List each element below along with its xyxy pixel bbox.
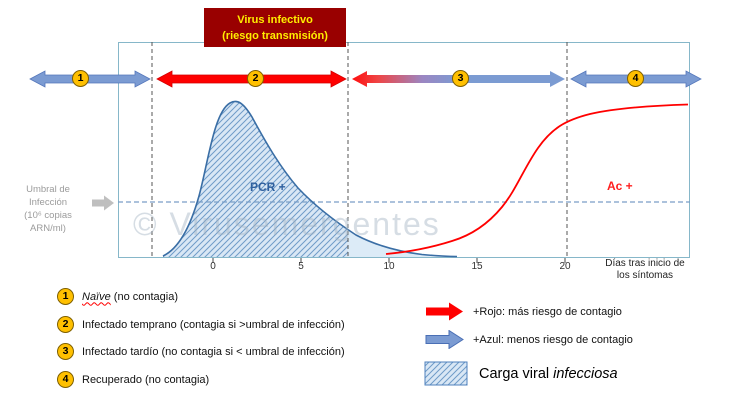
title-line-2: (riesgo transmisión) (222, 30, 328, 42)
legend-text-3: Infectado tardío (no contagia si < umbra… (82, 345, 345, 358)
threshold-label-line1: Umbral de (26, 184, 70, 195)
x-axis-label-line2: los síntomas (616, 270, 674, 281)
legend-viral-load-row: Carga viral infecciosa (424, 361, 618, 387)
hatched-swatch-icon (424, 361, 468, 386)
legend-item-late-infected: 3 Infectado tardío (no contagia si < umb… (57, 343, 345, 360)
threshold-label-line3: (10⁶ copias (24, 210, 72, 221)
legend-red-arrow-row: +Rojo: más riesgo de contagio (425, 302, 622, 321)
legend-item-naive: 1 Naïve (no contagia) (57, 288, 178, 305)
legend-item-recovered: 4 Recuperado (no contagia) (57, 371, 209, 388)
legend-badge-3: 3 (57, 343, 74, 360)
phase-2-badge: 2 (247, 70, 264, 87)
x-axis-ticks (212, 258, 566, 263)
legend-badge-1: 1 (57, 288, 74, 305)
antibody-curve (385, 103, 689, 255)
legend-badge-2: 2 (57, 316, 74, 333)
phase-1-badge: 1 (72, 70, 89, 87)
phase-3-badge: 3 (452, 70, 469, 87)
threshold-label-line2: Infección (28, 197, 68, 208)
naive-rest: (no contagia) (110, 290, 179, 303)
blue-arrow-icon (425, 330, 464, 349)
legend-text-1: Naïve (no contagia) (82, 291, 178, 303)
tick-20: 20 (559, 261, 571, 272)
legend-text-2: Infectado temprano (contagia si >umbral … (82, 318, 345, 331)
tick-5: 5 (298, 261, 304, 272)
viral-load-legend-italic: infecciosa (553, 366, 618, 382)
plot-border (118, 42, 690, 258)
red-arrow-label: +Rojo: más riesgo de contagio (473, 305, 622, 318)
phase-arrow-1 (29, 70, 151, 88)
legend-badge-4: 4 (57, 371, 74, 388)
antibody-positive-label: Ac + (607, 179, 633, 193)
red-arrow-icon (426, 302, 463, 321)
viral-load-area-hatched (163, 101, 348, 257)
legend-text-4: Recuperado (no contagia) (82, 373, 210, 386)
tick-0: 0 (210, 261, 216, 272)
threshold-label-line4: ARN/ml) (30, 223, 66, 234)
viral-load-legend-label: Carga viral infecciosa (479, 366, 618, 382)
legend-blue-arrow-row: +Azul: menos riesgo de contagio (425, 330, 633, 349)
blue-arrow-label: +Azul: menos riesgo de contagio (473, 333, 633, 346)
tick-15: 15 (471, 261, 483, 272)
watermark: © Virusemergentes (133, 206, 441, 242)
title-box: Virus infectivo (riesgo transmisión) (204, 8, 346, 47)
pcr-positive-label: PCR + (250, 180, 286, 194)
title-line-1: Virus infectivo (237, 14, 313, 26)
viral-load-legend-pre: Carga viral (479, 366, 554, 382)
threshold-pointer-arrow (92, 195, 114, 211)
phase-4-badge: 4 (627, 70, 644, 87)
x-axis-label-line1: Días tras inicio de (605, 258, 685, 269)
naive-word: Naïve (82, 290, 111, 303)
legend-item-early-infected: 2 Infectado temprano (contagia si >umbra… (57, 316, 345, 333)
tick-10: 10 (383, 261, 395, 272)
threshold-label: Umbral de Infección (10⁶ copias ARN/ml) (6, 183, 90, 235)
x-axis-label: Días tras inicio de los síntomas (593, 258, 697, 282)
